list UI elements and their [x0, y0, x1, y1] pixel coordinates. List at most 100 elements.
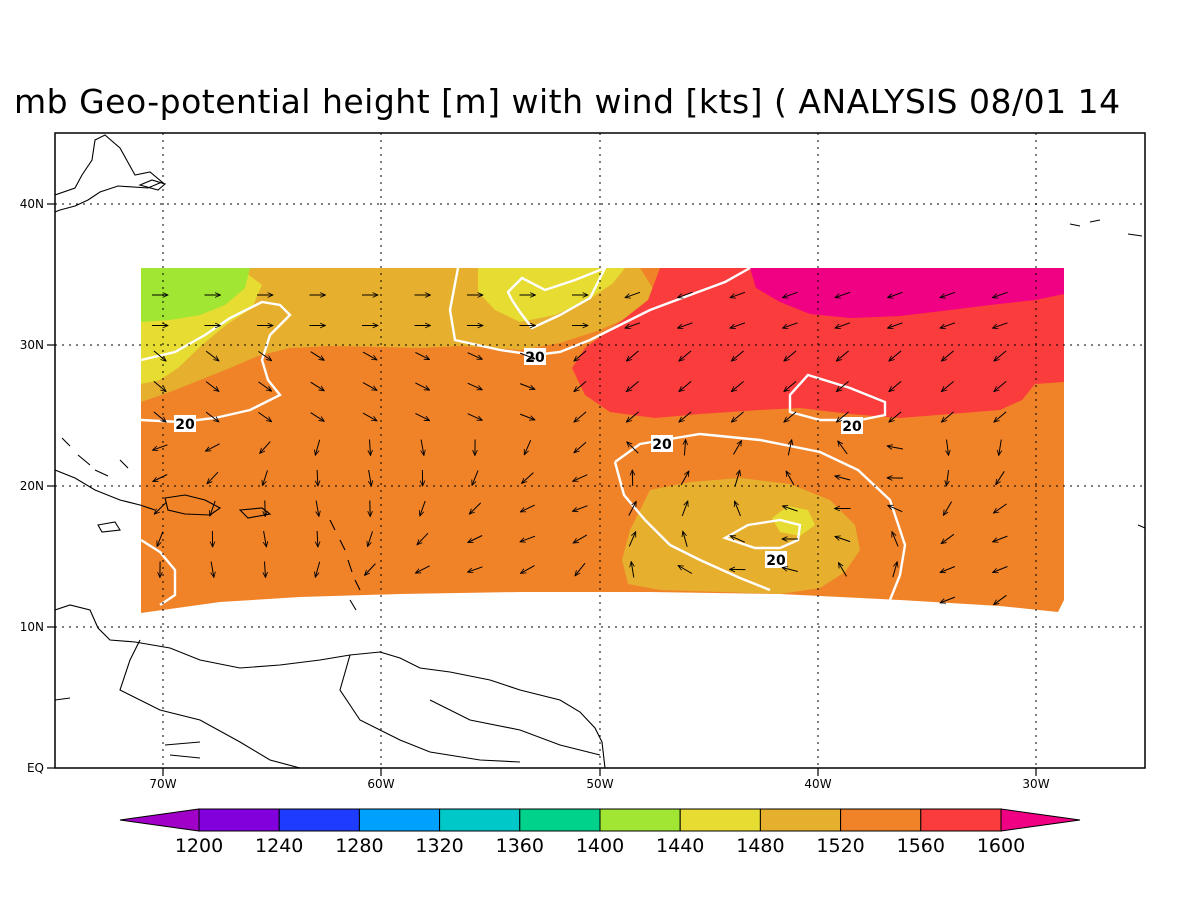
- wind-arrow: [730, 322, 746, 328]
- wind-contour-north: [448, 266, 751, 357]
- wind-arrow: [211, 561, 214, 578]
- wind-arrow: [317, 530, 318, 547]
- wind-arrow: [733, 441, 742, 455]
- colorbar-swatch: [439, 808, 521, 832]
- wind-arrow: [263, 470, 268, 485]
- wind-arrow: [941, 350, 954, 361]
- wind-arrow: [993, 535, 1008, 542]
- wind-arrow: [943, 501, 953, 516]
- wind-arrow: [625, 291, 641, 297]
- wind-arrow: [574, 441, 587, 453]
- colorbar-label: 1280: [335, 835, 383, 857]
- ticks: [47, 203, 1037, 776]
- wind-arrow: [996, 471, 1005, 484]
- wind-arrow: [519, 383, 535, 390]
- lon-tick-30w: 30W: [1022, 777, 1049, 791]
- wind-arrow: [730, 535, 746, 543]
- wind-arrow: [783, 322, 798, 328]
- wind-contour-north-inner: [506, 265, 608, 330]
- wind-arrow: [836, 350, 849, 361]
- wind-arrow: [415, 412, 429, 420]
- wind-arrow: [153, 444, 168, 450]
- wind-arrow: [468, 535, 483, 543]
- wind-arrow: [264, 531, 267, 547]
- wind-contour-sw: [140, 300, 292, 424]
- contour-label-bg: [765, 551, 787, 568]
- wind-arrow: [472, 470, 479, 486]
- coastline-panama: [55, 697, 201, 759]
- wind-arrow: [993, 291, 1008, 297]
- coastline-nova-scotia: [138, 179, 167, 191]
- wind-arrow: [684, 440, 685, 456]
- wind-arrow: [947, 439, 949, 456]
- field-1480-north: [478, 268, 625, 322]
- wind-arrow: [369, 470, 372, 486]
- wind-arrow: [887, 446, 903, 449]
- coastline-cape-verde: [1069, 219, 1145, 529]
- wind-arrow: [210, 500, 216, 516]
- lat-tick-20n: 20N: [20, 479, 44, 493]
- wind-arrow: [889, 381, 902, 391]
- wind-arrow: [835, 536, 851, 543]
- lon-tick-50w: 50W: [586, 777, 613, 791]
- contour-label-bg: [841, 417, 863, 434]
- wind-arrow: [628, 532, 637, 547]
- wind-arrow: [575, 562, 586, 576]
- wind-arrow: [784, 381, 797, 391]
- wind-arrow: [154, 502, 167, 514]
- wind-arrow: [994, 411, 1007, 422]
- coastline-puerto-rico: [238, 507, 272, 519]
- colorbar-label: 1320: [415, 835, 463, 857]
- wind-arrow: [735, 501, 741, 517]
- wind-arrow: [310, 381, 325, 391]
- wind-arrow: [519, 413, 535, 420]
- wind-arrow: [574, 350, 587, 361]
- colorbar-swatch: [840, 808, 922, 832]
- contour-label: 20: [766, 553, 786, 569]
- colorbar-label: 1480: [736, 835, 784, 857]
- coastline-lesser-antilles: [329, 519, 361, 611]
- colorbar-swatch: [358, 808, 441, 832]
- wind-arrow: [258, 381, 271, 391]
- wind-arrow: [627, 442, 639, 454]
- wind-arrow: [420, 500, 426, 516]
- wind-arrow: [467, 413, 483, 421]
- wind-arrow: [415, 565, 430, 573]
- wind-arrow: [258, 411, 271, 421]
- coastline-inland: [119, 639, 601, 768]
- colorbar-swatch: [519, 808, 601, 832]
- coastline-hispaniola: [164, 494, 222, 516]
- wind-arrow: [316, 500, 319, 517]
- wind-arrow: [941, 533, 955, 543]
- wind-arrow: [521, 565, 535, 574]
- wind-arrow: [205, 381, 219, 392]
- wind-arrow: [310, 351, 325, 361]
- wind-arrow: [368, 531, 373, 546]
- lat-tick-40n: 40N: [20, 197, 44, 211]
- wind-arrow: [888, 322, 903, 328]
- wind-contours: [140, 265, 907, 606]
- wind-arrow: [265, 561, 266, 578]
- coastlines: [55, 134, 1145, 768]
- wind-arrow: [835, 476, 851, 481]
- colorbar-swatch: [278, 808, 360, 832]
- lat-tick-30n: 30N: [20, 338, 44, 352]
- wind-arrow: [573, 534, 588, 543]
- wind-arrow: [784, 411, 797, 422]
- contour-label: 20: [525, 350, 545, 366]
- contour-label: 20: [175, 417, 195, 433]
- wind-contour-labels: 20 20 20 20 20: [174, 348, 863, 569]
- wind-arrow: [835, 291, 851, 297]
- colorbar-swatch: [759, 808, 842, 832]
- lat-tick-10n: 10N: [20, 620, 44, 634]
- wind-arrow: [836, 411, 849, 422]
- wind-arrow: [940, 566, 956, 573]
- wind-arrow: [421, 439, 424, 456]
- wind-arrow: [310, 412, 325, 422]
- wind-arrow: [889, 411, 902, 422]
- wind-arrow: [520, 504, 535, 513]
- wind-arrow: [573, 505, 588, 512]
- wind-arrow: [205, 411, 219, 422]
- colorbar-swatch: [599, 808, 681, 832]
- colorbar-label: 1360: [496, 835, 544, 857]
